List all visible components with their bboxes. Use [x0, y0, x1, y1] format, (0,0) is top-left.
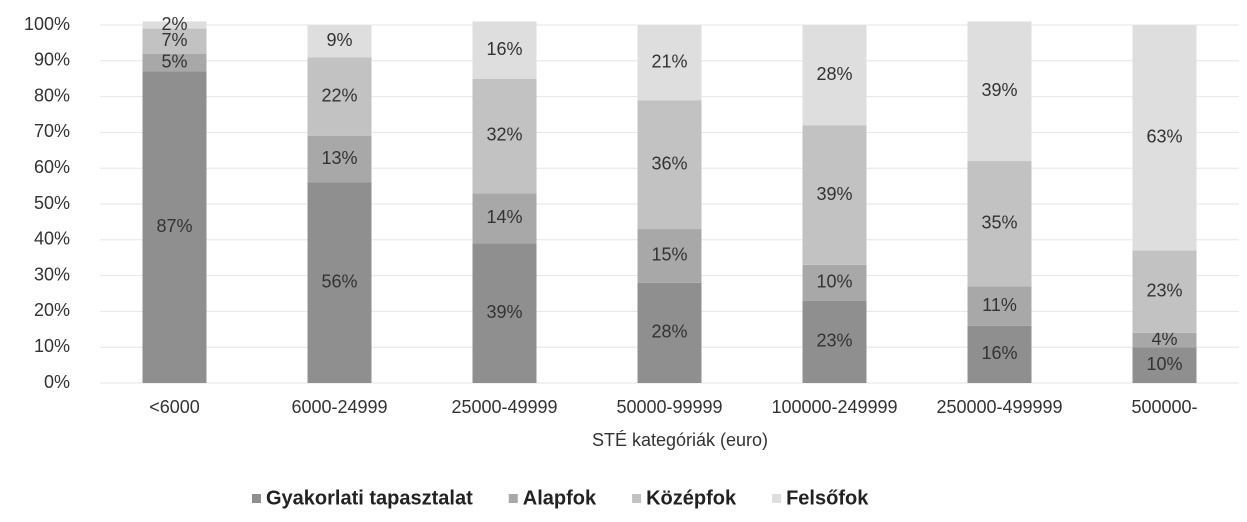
legend-label: Alapfok — [523, 487, 597, 509]
data-label: 35% — [981, 212, 1017, 232]
data-label: 39% — [486, 302, 522, 322]
y-tick-label: 100% — [24, 14, 70, 34]
y-tick-label: 90% — [34, 50, 70, 70]
data-label: 14% — [486, 207, 522, 227]
data-label: 28% — [651, 322, 687, 342]
data-label: 63% — [1146, 127, 1182, 147]
data-label: 13% — [321, 148, 357, 168]
bar-segment — [1132, 347, 1197, 383]
data-label: 11% — [982, 295, 1017, 315]
y-tick-label: 50% — [34, 193, 70, 213]
legend-swatch — [252, 494, 261, 503]
bar-segment — [967, 161, 1032, 287]
data-label: 22% — [321, 85, 357, 105]
x-tick-label: 100000-249999 — [771, 397, 897, 417]
bar-segment — [1132, 332, 1197, 348]
legend-swatch — [632, 494, 642, 503]
bar-segment — [802, 264, 867, 301]
y-tick-label: 20% — [34, 300, 70, 320]
data-label: 7% — [161, 30, 187, 50]
x-tick-label: 50000-99999 — [616, 397, 722, 417]
bar-segment — [1132, 250, 1197, 333]
data-label: 87% — [156, 216, 192, 236]
legend: Gyakorlati tapasztalat Alapfok Középfok Fel… — [252, 487, 869, 509]
bar-segment — [142, 21, 207, 29]
data-label: 16% — [981, 343, 1017, 363]
bar-segment — [637, 229, 702, 283]
y-tick-label: 40% — [34, 229, 70, 249]
bar-segment — [472, 21, 537, 79]
y-tick-label: 10% — [34, 336, 70, 356]
x-tick-label: 500000- — [1131, 397, 1197, 417]
bar-segment — [142, 71, 207, 383]
data-label: 10% — [1146, 354, 1182, 374]
data-label: 16% — [486, 39, 522, 59]
bar-segment — [967, 21, 1032, 162]
y-tick-label: 70% — [34, 121, 70, 141]
bar-segment — [142, 28, 207, 54]
bar-segment — [802, 125, 867, 265]
bar-segment — [142, 53, 207, 72]
data-label: 36% — [651, 153, 687, 173]
legend-swatch — [772, 494, 782, 503]
bar-segment — [802, 300, 867, 383]
x-tick-label: 250000-499999 — [936, 397, 1062, 417]
x-tick-label: 6000-24999 — [291, 397, 387, 417]
bar-segment — [472, 78, 537, 194]
y-tick-label: 80% — [34, 85, 70, 105]
bar-segment — [307, 135, 372, 183]
data-label: 39% — [816, 184, 852, 204]
bar-segment — [472, 193, 537, 244]
data-label: 21% — [651, 51, 687, 71]
legend-swatch — [508, 494, 518, 503]
y-tick-label: 60% — [34, 157, 70, 177]
legend-label: Középfok — [646, 487, 737, 509]
bar-segment — [472, 243, 537, 383]
data-label: 56% — [321, 272, 357, 292]
bar-segment — [637, 25, 702, 101]
x-axis-title: STÉ kategóriák (euro) — [592, 430, 768, 450]
data-label: 28% — [816, 64, 852, 84]
data-label: 15% — [651, 245, 687, 265]
y-tick-label: 30% — [34, 264, 70, 284]
data-label: 39% — [981, 80, 1017, 100]
y-tick-label: 0% — [44, 372, 70, 392]
bar-segment — [967, 325, 1032, 383]
data-label: 9% — [326, 30, 352, 50]
bar-segment — [637, 282, 702, 383]
x-tick-label: 25000-49999 — [451, 397, 557, 417]
bar-segment — [307, 57, 372, 136]
bar-segment — [307, 182, 372, 383]
legend-label: Gyakorlati tapasztalat — [266, 487, 473, 509]
data-label: 10% — [816, 272, 852, 292]
x-tick-label: <6000 — [149, 397, 200, 417]
data-label: 5% — [161, 51, 187, 71]
bar-segment — [802, 25, 867, 126]
data-label: 23% — [816, 331, 852, 351]
bar-segment — [637, 100, 702, 230]
data-label: 23% — [1146, 280, 1182, 300]
data-label: 4% — [1151, 329, 1177, 349]
bar-segment — [967, 286, 1032, 326]
data-label: 32% — [486, 125, 522, 145]
legend-label: Felsőfok — [786, 487, 869, 509]
bar-segment — [1132, 25, 1197, 251]
data-label: 2% — [161, 14, 187, 34]
bar-segment — [307, 25, 372, 58]
